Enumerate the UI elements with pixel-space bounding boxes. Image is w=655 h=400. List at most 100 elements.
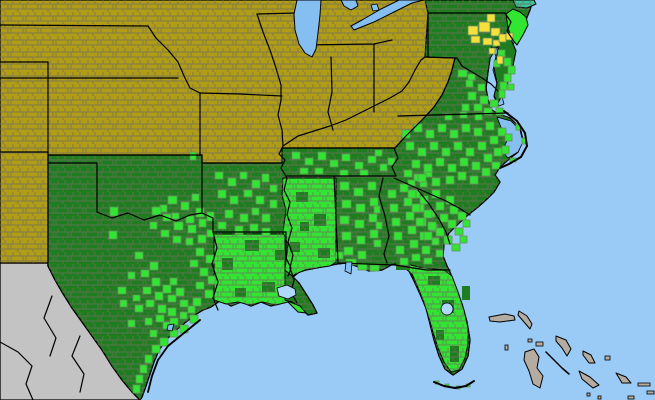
present-county-markers-item: [127, 271, 136, 280]
present-county-markers-item: [234, 225, 244, 235]
island-small-cays-item: [504, 344, 509, 351]
present-county-markers-item: [403, 197, 413, 207]
present-county-markers-item: [399, 257, 409, 266]
island-andros: [523, 348, 544, 389]
present-county-markers-item: [409, 239, 419, 249]
present-county-markers-item: [341, 199, 352, 209]
padre-island: [147, 319, 201, 393]
rare-county-markers-item: [482, 37, 493, 46]
present-county-markers-item: [498, 89, 506, 99]
present-county-markers-item: [449, 129, 459, 139]
present-county-markers-item: [162, 284, 172, 294]
state-borders-line: [71, 335, 85, 393]
present-county-markers-item: [149, 261, 159, 271]
island-cat: [582, 350, 596, 364]
state-borders-line: [0, 24, 149, 27]
state-borders-line: [504, 12, 514, 41]
present-county-markers-item: [393, 231, 403, 241]
present-county-markers-item: [465, 147, 475, 157]
present-county-markers-item: [132, 294, 141, 302]
present-county-markers-item: [167, 294, 177, 303]
present-county-markers-item: [195, 281, 205, 290]
present-county-markers-item: [187, 224, 197, 234]
present-county-markers-item: [354, 161, 364, 170]
island-abaco: [517, 310, 533, 330]
present-county-markers-item: [195, 247, 205, 257]
present-county-markers-item: [359, 169, 369, 177]
present-county-markers-item: [207, 275, 216, 285]
present-county-markers-item: [269, 199, 278, 209]
state-borders-line: [0, 341, 34, 400]
present-county-markers-item: [467, 91, 477, 101]
present-county-markers-item: [368, 213, 378, 223]
present-county-markers-item: [483, 107, 493, 116]
present-county-markers-item: [140, 269, 150, 278]
present-county-markers-item: [491, 161, 501, 170]
present-county-markers-item: [507, 83, 515, 91]
present-county-markers-item: [389, 203, 399, 213]
present-county-markers-item: [457, 69, 468, 78]
present-county-markers-item: [187, 305, 196, 314]
present-county-markers-item: [401, 129, 411, 139]
present-county-markers-item: [172, 235, 182, 244]
rare-county-markers[interactable]: [467, 13, 514, 65]
lake-okeechobee: [440, 302, 454, 316]
present-county-markers-item: [151, 277, 161, 287]
present-county-markers-item: [473, 127, 483, 137]
state-borders-line: [378, 177, 390, 264]
present-county-markers-item: [339, 215, 350, 225]
present-county-markers-item: [441, 147, 451, 157]
present-county-markers-item: [251, 179, 261, 189]
present-county-markers-item: [407, 225, 417, 235]
present-county-markers-item: [155, 314, 165, 323]
present-county-markers-item: [445, 175, 455, 185]
present-county-markers-item: [299, 167, 309, 175]
present-county-markers-item: [154, 291, 164, 301]
present-county-markers-item: [261, 213, 271, 223]
present-county-markers-item: [356, 235, 366, 245]
present-county-markers-item: [341, 231, 352, 241]
present-county-markers-item: [411, 203, 421, 213]
lake-erie: [350, 0, 425, 31]
present-county-markers-item: [395, 245, 405, 255]
present-county-markers-item: [261, 173, 270, 183]
present-county-markers-item: [407, 189, 417, 199]
present-county-markers-item: [503, 57, 512, 67]
present-county-markers-item: [217, 221, 227, 230]
present-county-markers-item: [224, 209, 234, 219]
present-county-markers-item: [144, 317, 153, 326]
present-county-markers-item: [145, 299, 155, 308]
present-county-markers-item: [227, 177, 237, 187]
present-county-markers-item: [462, 219, 471, 228]
florida-keys: [433, 380, 475, 389]
present-county-markers-item: [117, 286, 127, 295]
island-small-cays-item: [535, 341, 544, 347]
present-county-markers-item: [423, 257, 433, 265]
present-county-markers-item: [189, 259, 199, 268]
present-county-markers-item: [367, 181, 377, 191]
island-small-cays-item: [527, 338, 533, 343]
present-county-markers-item: [341, 153, 351, 162]
present-county-markers-item: [151, 344, 161, 354]
present-county-markers-item: [179, 299, 189, 308]
present-county-markers-item: [461, 123, 471, 133]
present-county-markers-item: [481, 167, 491, 177]
present-county-markers-item: [375, 221, 383, 230]
present-county-markers-item: [239, 171, 248, 180]
present-county-markers-item: [493, 147, 503, 157]
state-borders-line: [424, 56, 458, 59]
present-county-markers-item: [239, 213, 249, 223]
present-county-markers-item: [317, 151, 327, 161]
present-county-markers-item: [421, 245, 431, 255]
present-county-markers-item: [479, 95, 489, 105]
outer-banks: [499, 110, 528, 169]
present-county-markers-item: [251, 207, 260, 216]
present-county-markers-item: [204, 289, 214, 299]
present-county-markers-item: [477, 141, 487, 151]
present-county-markers-item: [483, 153, 493, 163]
present-county-markers-item: [411, 253, 421, 262]
present-county-markers-item: [354, 219, 365, 229]
present-county-markers-item: [454, 227, 464, 236]
present-county-markers-item: [149, 329, 158, 338]
